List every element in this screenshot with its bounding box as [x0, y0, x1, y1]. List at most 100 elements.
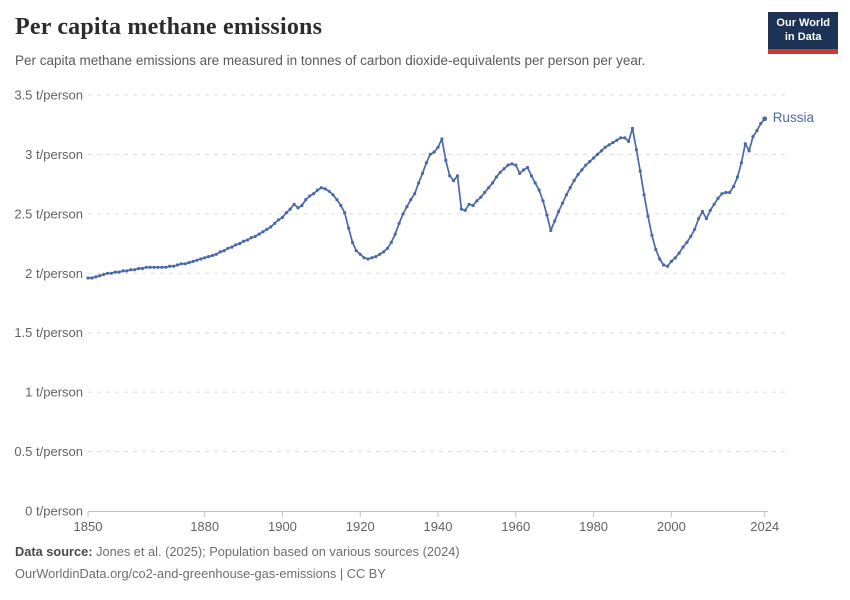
- data-point: [724, 190, 728, 195]
- data-point: [623, 136, 627, 140]
- data-point: [572, 179, 576, 183]
- data-point: [191, 259, 195, 263]
- data-point: [319, 186, 323, 190]
- y-tick-label: 0 t/person: [25, 504, 83, 519]
- data-point: [238, 242, 242, 246]
- data-point: [665, 264, 670, 268]
- data-point: [716, 196, 720, 200]
- data-point: [86, 276, 90, 280]
- data-point: [358, 252, 362, 256]
- owid-logo-line1: Our World: [776, 17, 830, 29]
- data-point: [304, 198, 308, 202]
- data-point: [335, 198, 339, 202]
- data-point: [292, 202, 296, 206]
- data-source-label: Data source:: [15, 544, 93, 559]
- data-point: [366, 257, 370, 261]
- data-point: [109, 271, 113, 275]
- data-point: [514, 163, 518, 167]
- data-point: [90, 276, 94, 280]
- data-point: [467, 202, 471, 206]
- data-point: [203, 256, 207, 260]
- data-point: [560, 201, 565, 205]
- data-point: [117, 270, 121, 274]
- data-point: [669, 259, 674, 263]
- data-point: [518, 171, 522, 175]
- data-point: [152, 265, 156, 269]
- data-point: [611, 140, 615, 145]
- data-point: [242, 239, 246, 243]
- data-point: [584, 163, 588, 167]
- data-point: [634, 148, 639, 152]
- data-point: [553, 219, 557, 223]
- data-point: [300, 203, 304, 208]
- data-point: [389, 240, 393, 244]
- data-point: [677, 251, 681, 255]
- data-point: [207, 255, 211, 259]
- data-point: [603, 145, 607, 149]
- owid-logo[interactable]: Our World in Data: [768, 12, 838, 54]
- data-point: [378, 252, 382, 256]
- data-point: [265, 227, 269, 231]
- data-point: [218, 250, 222, 254]
- data-point: [179, 262, 183, 266]
- data-point: [479, 195, 483, 199]
- data-point: [627, 139, 631, 143]
- data-point: [362, 256, 366, 260]
- data-point: [148, 265, 152, 269]
- data-point: [284, 211, 288, 215]
- data-point: [308, 194, 312, 198]
- x-tick-label: 1880: [190, 519, 219, 534]
- y-tick-label: 2.5 t/person: [14, 206, 83, 221]
- y-tick-label: 1 t/person: [25, 385, 83, 400]
- data-point: [541, 199, 545, 203]
- data-point: [545, 213, 549, 217]
- data-point: [277, 218, 281, 222]
- data-point: [440, 137, 444, 141]
- x-tick-label: 1980: [579, 519, 608, 534]
- footer-link[interactable]: OurWorldinData.org/co2-and-greenhouse-ga…: [15, 566, 386, 581]
- data-point: [133, 268, 137, 272]
- data-point: [576, 173, 580, 177]
- data-point: [747, 149, 751, 153]
- data-point: [436, 145, 440, 149]
- data-point: [697, 217, 701, 221]
- data-point: [382, 250, 386, 254]
- data-point: [564, 193, 569, 197]
- data-point: [323, 187, 327, 191]
- data-point: [121, 269, 125, 273]
- russia-line: [87, 117, 766, 279]
- y-tick-label: 3 t/person: [25, 147, 83, 162]
- data-point: [487, 186, 491, 190]
- data-point: [226, 246, 230, 250]
- data-point: [257, 232, 261, 236]
- data-point: [409, 198, 413, 202]
- data-point: [222, 249, 226, 253]
- data-point: [113, 270, 117, 274]
- y-tick-label: 2 t/person: [25, 266, 83, 281]
- data-point: [424, 161, 428, 165]
- data-point: [607, 143, 611, 147]
- data-point: [144, 265, 148, 269]
- data-point: [168, 264, 172, 268]
- data-point: [537, 188, 541, 192]
- data-point: [681, 245, 685, 249]
- data-point: [183, 262, 187, 266]
- data-source-note: Data source: Jones et al. (2025); Popula…: [15, 541, 460, 563]
- data-point: [405, 205, 409, 209]
- data-point: [249, 236, 253, 240]
- data-point: [214, 252, 218, 256]
- data-point: [642, 193, 646, 197]
- owid-logo-line2: in Data: [784, 30, 822, 43]
- x-tick-label: 2000: [657, 519, 686, 534]
- data-point: [432, 150, 436, 154]
- data-point: [708, 208, 712, 212]
- data-point: [592, 156, 596, 160]
- data-point: [619, 136, 623, 140]
- data-point: [755, 129, 759, 133]
- data-point: [568, 186, 572, 190]
- data-point: [253, 234, 257, 238]
- data-point: [296, 206, 300, 210]
- data-point: [245, 238, 250, 242]
- data-point: [685, 240, 689, 244]
